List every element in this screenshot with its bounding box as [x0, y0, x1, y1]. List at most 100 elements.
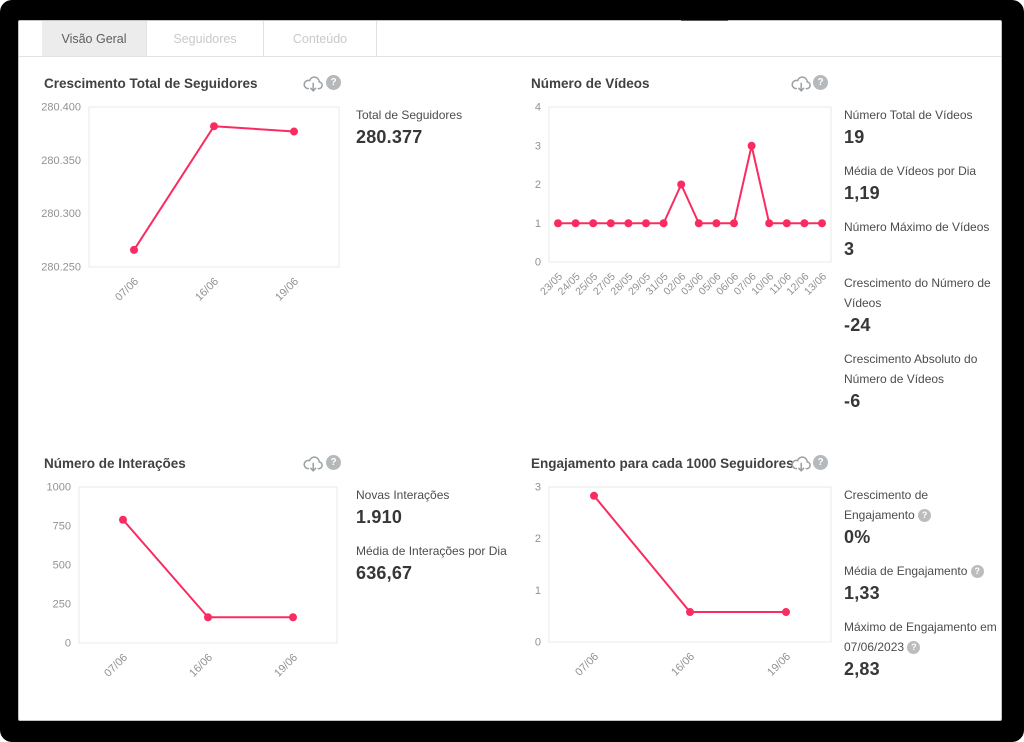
help-icon[interactable]: ?	[326, 455, 341, 470]
stat-value: -24	[844, 315, 871, 335]
stat-block: Número Máximo de Vídeos 3	[844, 217, 1002, 261]
cloud-download-icon[interactable]	[790, 453, 812, 473]
help-icon[interactable]: ?	[907, 641, 921, 654]
help-icon[interactable]: ?	[813, 75, 828, 90]
plot-area	[88, 106, 340, 268]
y-axis-tick-label: 3	[535, 140, 541, 152]
data-point	[554, 219, 562, 228]
x-axis-tick-label: 19/06	[765, 651, 793, 679]
stat-value: 3	[844, 239, 855, 259]
x-axis-tick-label: 16/06	[669, 651, 697, 679]
cloud-download-icon[interactable]	[790, 73, 812, 93]
stat-label: Total de Seguidores	[356, 108, 463, 122]
help-icon[interactable]: ?	[918, 509, 932, 522]
help-icon[interactable]: ?	[813, 455, 828, 470]
data-point	[624, 219, 633, 228]
x-axis-tick-label: 16/06	[193, 276, 221, 304]
data-point	[204, 613, 212, 622]
stat-block: Crescimento de Engajamento ? 0%	[844, 485, 1002, 549]
data-point	[210, 122, 218, 131]
y-axis-tick-label: 500	[53, 560, 71, 572]
data-point	[642, 219, 650, 228]
stat-label: Crescimento do Número de Vídeos	[844, 276, 991, 310]
y-axis-tick-label: 280.300	[41, 208, 81, 220]
tab-visao-geral[interactable]: Visão Geral	[42, 21, 147, 56]
engagement-module: Engajamento para cada 1000 Seguidores ? …	[519, 451, 1003, 719]
cloud-download-icon[interactable]	[302, 453, 324, 473]
chart-title: Número de Interações	[44, 456, 186, 471]
y-axis-tick-label: 2	[535, 179, 541, 191]
x-axis-tick-label: 07/06	[573, 651, 601, 679]
stat-block: Crescimento do Número de Vídeos -24	[844, 273, 1002, 337]
x-axis-tick-label: 19/06	[273, 276, 301, 304]
y-axis-tick-label: 3	[535, 482, 541, 494]
tab-seguidores[interactable]: Seguidores	[147, 21, 264, 56]
stat-value: 1,19	[844, 183, 880, 203]
stat-block: Novas Interações 1.910	[356, 485, 508, 529]
y-axis-tick-label: 1000	[47, 482, 71, 494]
cloud-download-icon[interactable]	[302, 73, 324, 93]
data-point	[686, 608, 694, 617]
followers-growth-module: Crescimento Total de Seguidores ? 280.40…	[19, 71, 519, 431]
y-axis-tick-label: 280.350	[41, 155, 81, 167]
y-axis-tick-label: 280.250	[41, 262, 81, 274]
stat-block: Média de Interações por Dia 636,67	[356, 541, 508, 585]
data-point	[289, 613, 297, 622]
stat-label: Número Total de Vídeos	[844, 108, 973, 122]
data-point	[606, 219, 615, 228]
data-point	[765, 219, 774, 228]
videos-count-chart: 4321023/0524/0525/0527/0528/0529/0531/05…	[535, 102, 832, 298]
chart-title: Número de Vídeos	[531, 76, 650, 91]
stat-label: Crescimento Absoluto do Número de Vídeos	[844, 352, 978, 386]
y-axis-tick-label: 1	[535, 218, 541, 230]
data-point	[290, 127, 298, 136]
stat-value: 0%	[844, 527, 871, 547]
engagement-chart: 3 2 1 0 07/06 16/06 19/06	[535, 482, 832, 679]
stat-value: 280.377	[356, 127, 423, 147]
data-line	[133, 125, 295, 251]
stat-label: Máximo de Engajamento em 07/06/2023 ?	[844, 620, 997, 654]
data-line	[558, 144, 822, 225]
y-axis-tick-label: 0	[535, 637, 541, 649]
stats-column: Novas Interações 1.910 Média de Interações…	[356, 485, 508, 585]
stat-label: Média de Vídeos por Dia	[844, 164, 977, 178]
stat-block: Número Total de Vídeos 19	[844, 105, 1002, 149]
data-point	[818, 219, 826, 228]
stat-block: Média de Vídeos por Dia 1,19	[844, 161, 1002, 205]
stat-label: Média de Interações por Dia	[356, 544, 507, 558]
data-point	[782, 608, 790, 617]
data-point	[782, 219, 791, 228]
help-icon[interactable]: ?	[970, 565, 984, 578]
y-axis-tick-label: 280.400	[41, 102, 81, 114]
data-point	[712, 219, 721, 228]
stat-label: Crescimento de Engajamento ?	[844, 485, 1002, 525]
data-point	[730, 219, 738, 228]
data-point	[119, 515, 127, 524]
data-point	[571, 219, 580, 228]
stats-column: Crescimento de Engajamento ? 0% Média de E…	[844, 485, 1002, 681]
stat-value: 2,83	[844, 659, 880, 679]
chart-title: Crescimento Total de Seguidores	[44, 76, 258, 91]
data-point	[590, 491, 598, 500]
x-axis-tick-label: 07/06	[102, 652, 130, 680]
videos-count-module: Número de Vídeos ? 4 3 2 1 0 23/05 24/05 25/05 2…	[519, 71, 1003, 431]
tab-conteudo[interactable]: Conteúdo	[264, 21, 377, 56]
plot-area	[548, 106, 832, 263]
interactions-chart: 1000 750 500 250 0 07/06 16/06 19/06	[47, 482, 338, 680]
stat-value: -6	[844, 391, 861, 411]
chart-title: Engajamento para cada 1000 Seguidores	[531, 456, 794, 471]
data-point	[130, 245, 138, 254]
stat-label: Número Máximo de Vídeos	[844, 220, 990, 234]
help-icon[interactable]: ?	[326, 75, 341, 90]
tab-bar: Visão Geral Seguidores Conteúdo	[19, 21, 1001, 57]
app-window: Visão Geral Seguidores Conteúdo Crescime…	[18, 20, 1002, 721]
x-axis-tick-label: 16/06	[187, 652, 215, 680]
y-axis-tick-label: 0	[535, 257, 541, 269]
data-point	[747, 141, 756, 150]
stat-value: 636,67	[356, 563, 413, 583]
stat-value: 1,33	[844, 583, 880, 603]
x-axis-tick-label: 07/06	[113, 276, 141, 304]
stat-label: Média de Engajamento ?	[844, 561, 1002, 581]
stat-label: Novas Interações	[356, 488, 450, 502]
